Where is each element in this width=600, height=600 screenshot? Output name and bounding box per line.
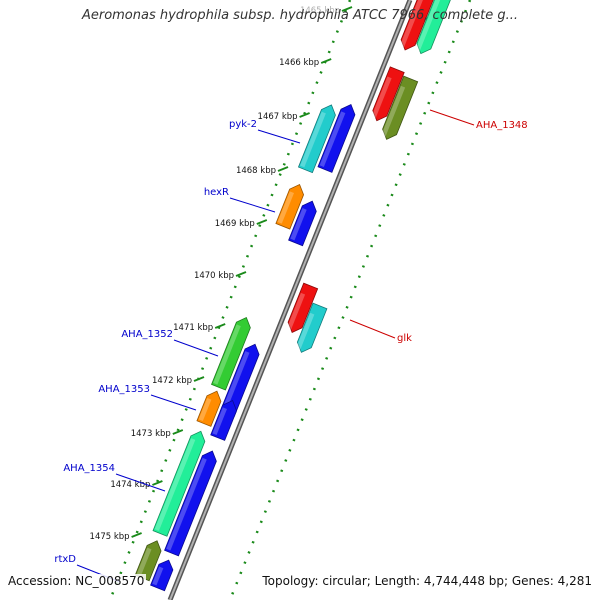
- scale-tick-label: 1471 kbp: [173, 323, 213, 333]
- reverse-gene-arrow-body: [372, 66, 405, 122]
- forward-gene-arrow-highlight: [198, 397, 212, 422]
- forward-gene-arrow-inner: [317, 104, 356, 173]
- forward-gene-arrow-inner-body: [150, 559, 174, 592]
- reverse-gene-arrow: [296, 302, 328, 353]
- accession-text: Accession: NC_008570: [6, 574, 147, 588]
- forward-gene-arrow-highlight: [277, 191, 295, 224]
- gene-label-pyk-2: pyk-2: [229, 119, 257, 130]
- forward-gene-arrow-inner-highlight: [290, 208, 307, 241]
- scale-tick-label: 1466 kbp: [279, 58, 319, 68]
- map-title: Aeromonas hydrophila subsp. hydrophila A…: [81, 8, 519, 23]
- forward-gene-arrow-highlight: [300, 111, 326, 168]
- forward-gene-arrow-body: [275, 183, 305, 230]
- reverse-gene-arrow: [415, 0, 455, 55]
- reverse-gene-arrow: [381, 75, 419, 140]
- gene-leader-line: [229, 197, 276, 213]
- forward-gene-arrow-inner-body: [317, 104, 356, 173]
- forward-gene-arrow-highlight: [154, 438, 196, 531]
- forward-gene-arrow-body: [152, 430, 206, 537]
- reverse-gene-arrow-body: [400, 0, 441, 51]
- scale-tick: [341, 6, 353, 12]
- scale-tick: [277, 166, 289, 172]
- scale-tick-label: 1469 kbp: [215, 219, 255, 229]
- scale-tick-label: 1467 kbp: [258, 112, 298, 122]
- forward-gene-arrow-body: [211, 317, 251, 391]
- forward-gene-arrow: [134, 540, 162, 582]
- scale-tick: [299, 112, 310, 118]
- forward-gene-arrow-highlight: [136, 547, 152, 576]
- scale-tick: [256, 219, 268, 225]
- reverse-gene-arrow-highlight: [399, 0, 428, 48]
- gene-leader-line: [115, 473, 166, 492]
- forward-gene-arrow-inner-body: [164, 450, 217, 557]
- reverse-gene-arrow-body: [382, 75, 419, 140]
- scale-tick: [193, 376, 205, 382]
- forward-gene-arrow-inner-highlight: [152, 566, 164, 586]
- reverse-gene-arrow: [399, 0, 441, 51]
- reverse-gene-arrow-highlight: [381, 85, 406, 137]
- scale-tick-label: 1474 kbp: [110, 480, 150, 490]
- forward-gene-arrow-inner-highlight: [212, 407, 228, 436]
- reverse-gene-arrow-body: [287, 282, 319, 333]
- gene-leader-line: [257, 129, 301, 144]
- outer-dotted-track-right: [228, 0, 472, 600]
- gene-leader-line: [150, 394, 197, 411]
- scale-tick-label: 1472 kbp: [152, 376, 192, 386]
- reverse-gene-arrow: [286, 282, 319, 333]
- gene-label-rtxd: rtxD: [54, 554, 76, 565]
- topology-text: Topology: circular; Length: 4,744,448 bp…: [260, 574, 594, 588]
- gene-label-glk: glk: [397, 333, 412, 344]
- forward-gene-arrow-inner: [210, 399, 237, 441]
- forward-gene-arrow-inner: [288, 200, 317, 247]
- scale-tick: [172, 429, 184, 435]
- forward-gene-arrow-body: [196, 390, 222, 427]
- forward-gene-arrow-inner-body: [288, 200, 317, 247]
- forward-gene-arrow: [275, 183, 305, 230]
- forward-gene-arrow-inner-highlight: [319, 111, 346, 167]
- scale-tick: [131, 532, 142, 538]
- scale-tick-label: 1470 kbp: [194, 271, 234, 281]
- forward-gene-arrow: [152, 430, 206, 537]
- scale-tick-label: 1465 kbp: [300, 6, 340, 16]
- backbone-highlight: [169, 0, 411, 600]
- forward-gene-arrow: [297, 104, 336, 174]
- reverse-gene-arrow: [371, 66, 405, 122]
- forward-gene-arrow-highlight: [213, 324, 241, 385]
- scale-tick: [235, 271, 247, 277]
- forward-gene-arrow-inner: [150, 559, 174, 592]
- gene-label-aha_1352: AHA_1352: [121, 329, 173, 340]
- reverse-gene-arrow-body: [296, 302, 328, 353]
- scale-tick-label: 1473 kbp: [131, 429, 171, 439]
- forward-gene-arrow: [211, 317, 251, 391]
- gene-label-aha_1348: AHA_1348: [476, 120, 528, 131]
- reverse-gene-arrow-highlight: [415, 0, 442, 52]
- reverse-gene-arrow-highlight: [371, 76, 392, 119]
- forward-gene-arrow-inner: [164, 450, 217, 557]
- outer-dotted-track-left: [108, 0, 352, 600]
- scale-tick-label: 1468 kbp: [236, 166, 276, 176]
- gene-label-aha_1353: AHA_1353: [98, 384, 150, 395]
- scale-tick: [152, 480, 163, 486]
- forward-gene-arrow: [196, 390, 222, 427]
- forward-gene-arrow-body: [134, 540, 162, 582]
- reverse-gene-arrow-highlight: [296, 312, 315, 350]
- forward-gene-arrow-body: [297, 104, 336, 174]
- gene-label-aha_1354: AHA_1354: [63, 463, 115, 474]
- forward-gene-arrow-inner-highlight: [221, 351, 250, 412]
- gene-leader-line: [349, 319, 396, 339]
- reverse-gene-arrow-body: [416, 0, 455, 55]
- forward-gene-arrow-inner-body: [210, 399, 237, 441]
- scale-tick: [320, 58, 332, 64]
- gene-leader-line: [429, 109, 475, 126]
- gene-label-hexr: hexR: [204, 187, 229, 198]
- scale-tick: [214, 323, 226, 329]
- forward-gene-arrow-inner-highlight: [166, 457, 207, 551]
- gene-leader-line: [173, 339, 219, 357]
- reverse-gene-arrow-highlight: [286, 292, 306, 330]
- scale-tick-label: 1475 kbp: [90, 532, 130, 542]
